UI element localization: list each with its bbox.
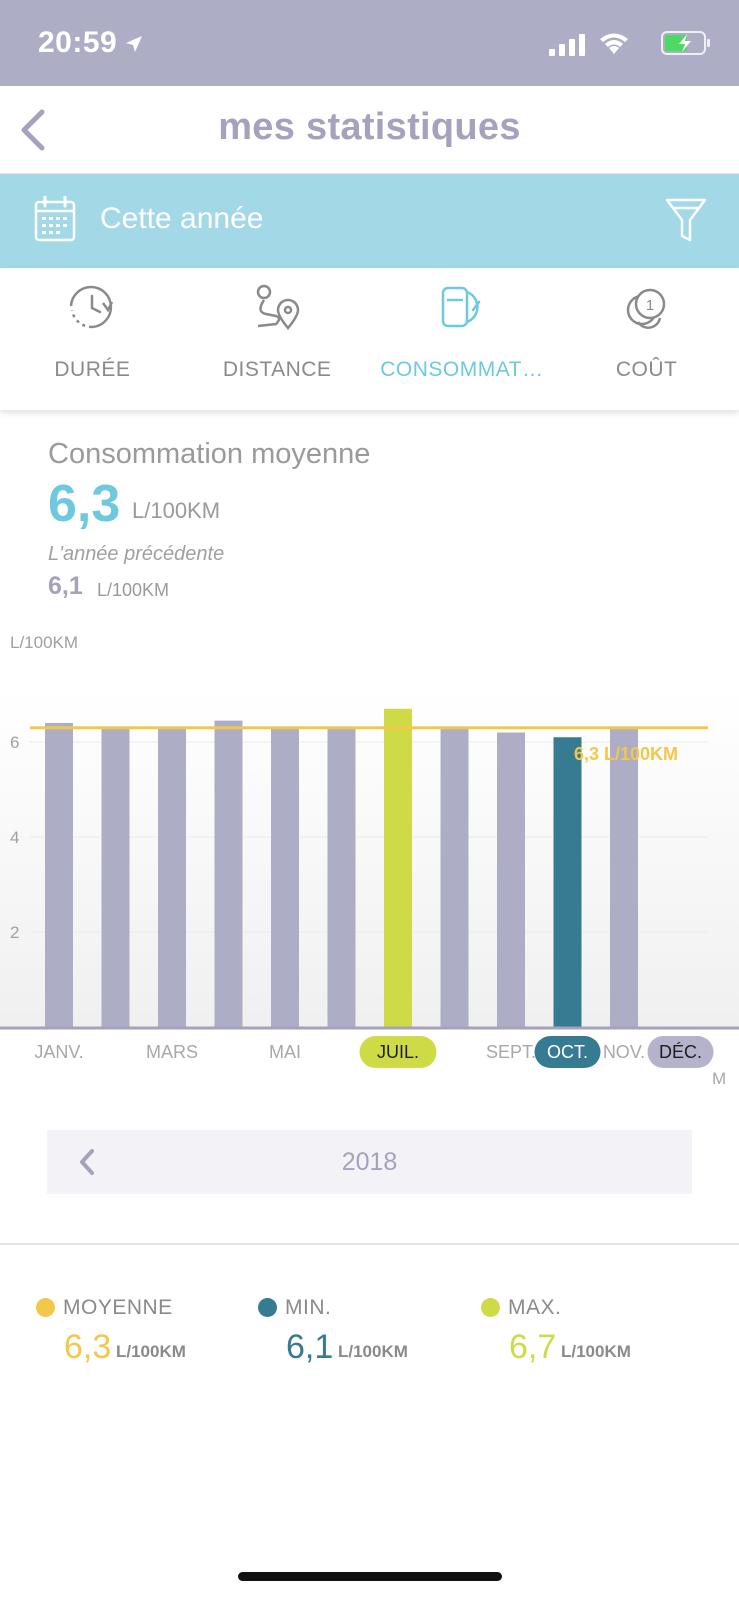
tab-label: CONSOMMAT… xyxy=(380,358,544,381)
home-indicator xyxy=(238,1572,502,1581)
legend-name: MAX. xyxy=(508,1296,562,1319)
coins-icon: 1 xyxy=(626,288,665,329)
year-selector: 2018 xyxy=(47,1130,692,1194)
bar-avr xyxy=(214,720,243,1027)
signal-icon xyxy=(549,34,585,56)
period-selector[interactable]: Cette année xyxy=(0,174,739,268)
previous-year-value: 6,1 xyxy=(48,572,83,600)
x-tick-label: NOV. xyxy=(603,1042,645,1062)
x-tick-label: MARS xyxy=(146,1042,198,1062)
bar-chart: L/100KM 2 4 6 6,3 L/100KM JANV. MARS MAI JUIL. SE… xyxy=(0,633,739,1088)
filter-button[interactable] xyxy=(665,196,707,246)
legend-unit: L/100KM xyxy=(561,1342,631,1361)
back-button[interactable] xyxy=(12,104,62,156)
legend-name: MOYENNE xyxy=(63,1296,173,1319)
route-pin-icon xyxy=(256,284,300,330)
previous-year-button[interactable] xyxy=(73,1146,103,1178)
chevron-left-icon xyxy=(80,1149,94,1175)
min-dot xyxy=(258,1298,277,1317)
x-tick-label: SEPT. xyxy=(486,1042,536,1062)
location-arrow-icon xyxy=(126,36,142,52)
wifi-icon xyxy=(600,33,628,54)
y-tick-label: 6 xyxy=(10,733,19,752)
average-dot xyxy=(36,1298,55,1317)
bar-janv xyxy=(45,723,73,1027)
previous-year-label: L'année précédente xyxy=(48,543,225,565)
svg-text:1: 1 xyxy=(645,297,653,314)
tab-cout[interactable]: 1 COÛT xyxy=(554,268,739,410)
divider xyxy=(0,1243,739,1245)
tab-consommation[interactable]: CONSOMMAT… xyxy=(370,268,555,410)
bar-août xyxy=(440,727,469,1027)
clock-history-icon xyxy=(70,285,114,329)
tab-duree[interactable]: DURÉE xyxy=(0,268,185,410)
year-label: 2018 xyxy=(341,1148,398,1176)
battery-charging-icon xyxy=(661,31,710,55)
average-line-label: 6,3 L/100KM xyxy=(574,744,678,764)
stat-tabs: DURÉE DISTANCE CONSOMMAT… 1 COÛT xyxy=(0,268,739,410)
legend-name: MIN. xyxy=(285,1296,332,1319)
nav-bar: mes statistiques xyxy=(0,86,739,174)
bar-mars xyxy=(158,727,186,1027)
y-tick-label: 2 xyxy=(10,923,19,942)
legend-value: 6,3 xyxy=(64,1328,112,1366)
x-tick-label: DÉC. xyxy=(659,1042,702,1062)
x-tick-highlight xyxy=(647,1036,714,1068)
legend-value: 6,1 xyxy=(286,1328,334,1366)
tab-label: DISTANCE xyxy=(222,358,332,381)
x-tick-highlight xyxy=(534,1036,601,1068)
legend-unit: L/100KM xyxy=(338,1342,408,1361)
legend-unit: L/100KM xyxy=(116,1342,186,1361)
calendar-icon xyxy=(34,196,76,242)
fuel-pump-icon xyxy=(441,286,481,328)
legend-value: 6,7 xyxy=(509,1328,557,1366)
y-axis-title: L/100KM xyxy=(10,633,78,652)
summary-value: 6,3 xyxy=(48,475,121,533)
bar-sept xyxy=(497,732,525,1027)
tab-label: COÛT xyxy=(615,358,678,381)
y-tick-label: 4 xyxy=(10,828,19,847)
consumption-chart: L/100KM 2 4 6 6,3 L/100KM JANV. MARS MAI JUIL. SE… xyxy=(0,630,739,1090)
bar-févr xyxy=(101,727,130,1027)
x-tick-label: OCT. xyxy=(547,1042,588,1062)
x-tick-highlight xyxy=(359,1036,437,1068)
bar-juin xyxy=(327,727,356,1027)
tab-label: DURÉE xyxy=(54,358,131,381)
tab-distance[interactable]: DISTANCE xyxy=(185,268,370,410)
summary-unit: L/100KM xyxy=(132,498,221,523)
status-bar: 20:59 xyxy=(0,0,739,86)
summary-title: Consommation moyenne xyxy=(48,438,371,470)
x-tick-label: JANV. xyxy=(34,1042,83,1062)
chevron-left-icon xyxy=(21,109,45,151)
bar-juil xyxy=(384,708,412,1027)
x-axis-right-label: M xyxy=(712,1069,726,1088)
bar-nov xyxy=(610,727,638,1027)
page-title: mes statistiques xyxy=(218,106,521,148)
x-tick-label: MAI xyxy=(269,1042,301,1062)
previous-year-unit: L/100KM xyxy=(97,580,170,600)
period-label: Cette année xyxy=(100,202,264,235)
bar-mai xyxy=(271,727,299,1027)
bar-oct xyxy=(553,737,582,1027)
status-time: 20:59 xyxy=(38,26,118,59)
max-dot xyxy=(481,1298,500,1317)
x-tick-label: JUIL. xyxy=(377,1042,419,1062)
filter-funnel-icon xyxy=(665,198,707,242)
